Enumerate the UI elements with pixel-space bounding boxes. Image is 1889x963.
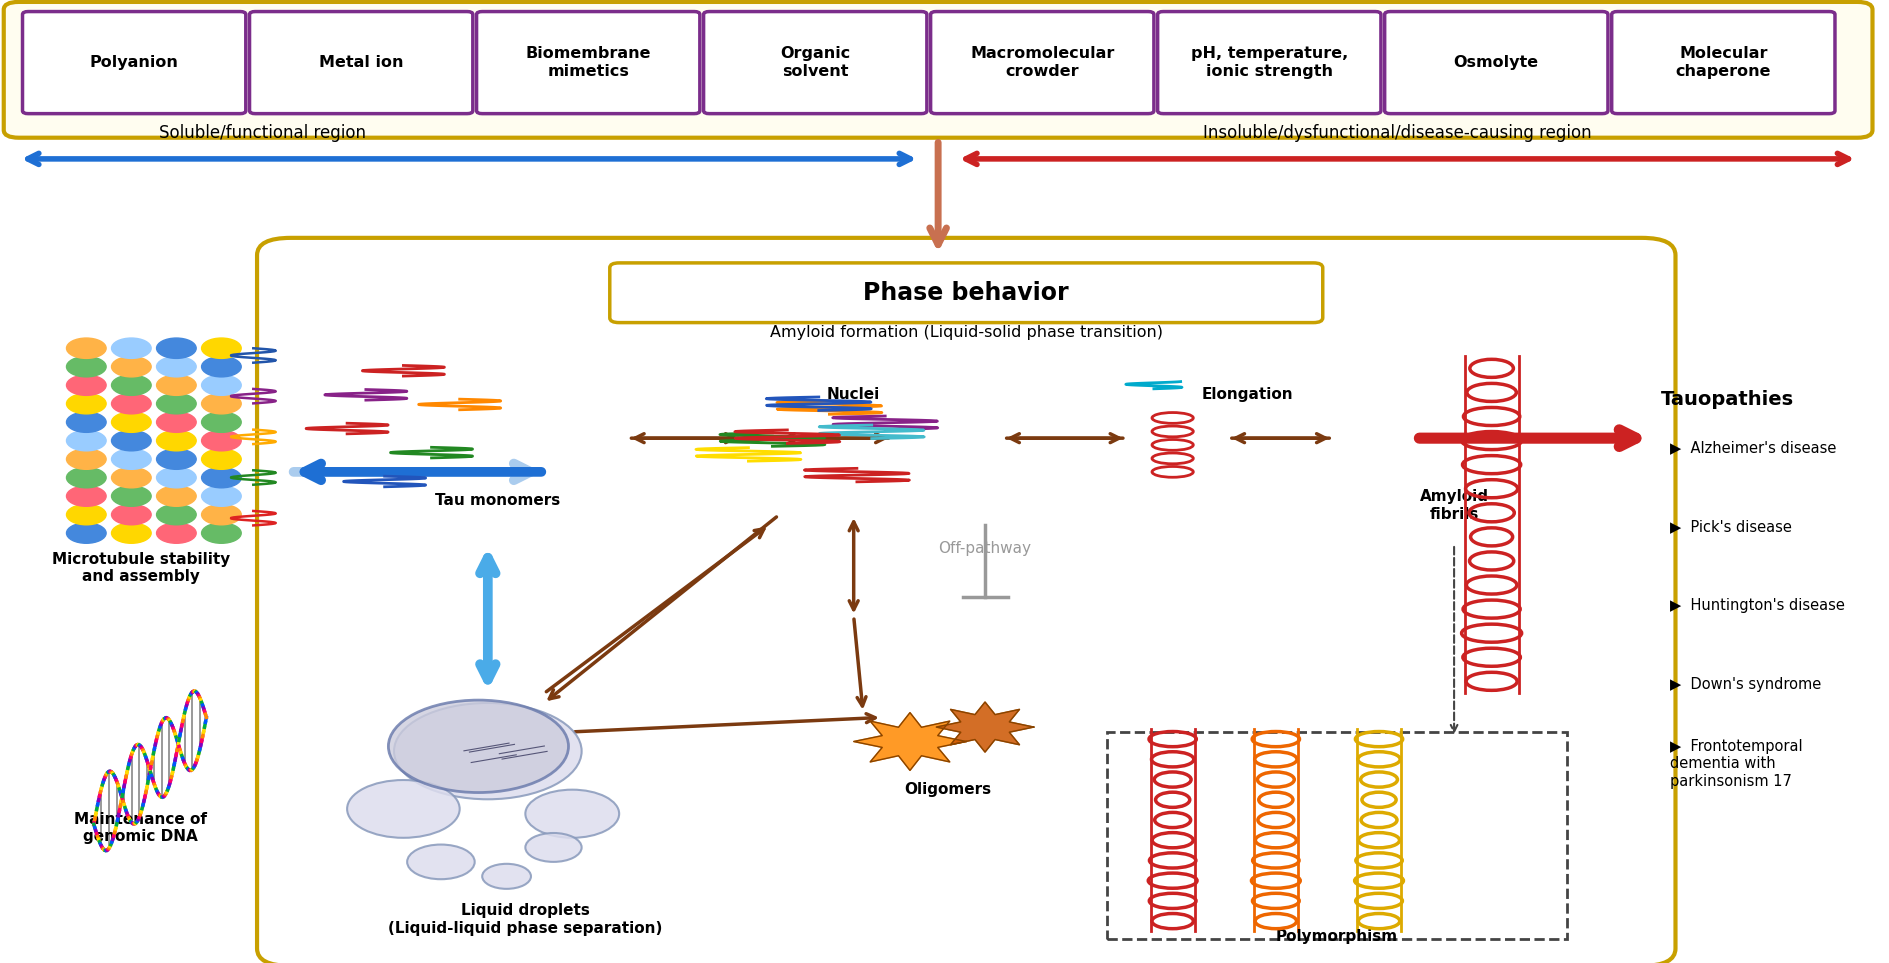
Text: ▶  Frontotemporal
dementia with
parkinsonism 17: ▶ Frontotemporal dementia with parkinson… — [1670, 739, 1802, 789]
Circle shape — [202, 338, 242, 358]
Circle shape — [202, 505, 242, 525]
Circle shape — [348, 780, 459, 838]
Circle shape — [66, 394, 106, 414]
Text: Biomembrane
mimetics: Biomembrane mimetics — [525, 46, 650, 79]
Circle shape — [66, 375, 106, 396]
Text: Phase behavior: Phase behavior — [863, 281, 1069, 304]
Circle shape — [157, 486, 196, 507]
Text: Molecular
chaperone: Molecular chaperone — [1676, 46, 1770, 79]
Circle shape — [157, 467, 196, 488]
Circle shape — [66, 486, 106, 507]
FancyBboxPatch shape — [610, 263, 1322, 323]
Text: ▶  Huntington's disease: ▶ Huntington's disease — [1670, 598, 1844, 613]
Text: ▶  Pick's disease: ▶ Pick's disease — [1670, 519, 1791, 534]
Circle shape — [202, 486, 242, 507]
Circle shape — [406, 845, 474, 879]
Text: Metal ion: Metal ion — [319, 55, 402, 70]
Circle shape — [111, 375, 151, 396]
FancyBboxPatch shape — [703, 12, 926, 114]
Text: Polyanion: Polyanion — [89, 55, 178, 70]
FancyBboxPatch shape — [4, 2, 1872, 138]
Text: ▶  Alzheimer's disease: ▶ Alzheimer's disease — [1670, 440, 1836, 455]
Circle shape — [157, 412, 196, 432]
FancyBboxPatch shape — [1385, 12, 1608, 114]
Circle shape — [111, 449, 151, 469]
Text: Insoluble/dysfunctional/disease-causing region: Insoluble/dysfunctional/disease-causing … — [1203, 123, 1591, 142]
Circle shape — [157, 523, 196, 543]
Circle shape — [157, 338, 196, 358]
Circle shape — [202, 394, 242, 414]
Text: ▶  Down's syndrome: ▶ Down's syndrome — [1670, 677, 1821, 692]
Circle shape — [387, 700, 569, 793]
Circle shape — [66, 505, 106, 525]
Text: Oligomers: Oligomers — [903, 782, 990, 797]
Circle shape — [157, 449, 196, 469]
Circle shape — [111, 430, 151, 451]
Circle shape — [525, 790, 620, 838]
Circle shape — [157, 394, 196, 414]
Circle shape — [202, 375, 242, 396]
FancyBboxPatch shape — [1611, 12, 1834, 114]
Circle shape — [202, 430, 242, 451]
Circle shape — [157, 375, 196, 396]
Text: Liquid droplets
(Liquid-liquid phase separation): Liquid droplets (Liquid-liquid phase sep… — [387, 903, 663, 936]
Polygon shape — [854, 713, 965, 770]
Circle shape — [202, 412, 242, 432]
Text: Microtubule stability
and assembly: Microtubule stability and assembly — [51, 552, 230, 585]
FancyBboxPatch shape — [929, 12, 1154, 114]
Circle shape — [111, 486, 151, 507]
Bar — [1107, 732, 1566, 939]
Circle shape — [157, 505, 196, 525]
Text: Soluble/functional region: Soluble/functional region — [159, 123, 366, 142]
Text: Tau monomers: Tau monomers — [434, 493, 559, 508]
FancyBboxPatch shape — [1158, 12, 1381, 114]
FancyBboxPatch shape — [476, 12, 699, 114]
Circle shape — [111, 338, 151, 358]
Circle shape — [202, 449, 242, 469]
Text: Macromolecular
crowder: Macromolecular crowder — [969, 46, 1115, 79]
Circle shape — [157, 356, 196, 377]
Circle shape — [66, 467, 106, 488]
Text: Elongation: Elongation — [1201, 387, 1292, 403]
Circle shape — [66, 430, 106, 451]
Circle shape — [111, 394, 151, 414]
Text: Nuclei: Nuclei — [827, 387, 880, 403]
Circle shape — [66, 412, 106, 432]
Circle shape — [111, 356, 151, 377]
FancyBboxPatch shape — [23, 12, 246, 114]
Text: Tauopathies: Tauopathies — [1660, 390, 1793, 409]
Text: Osmolyte: Osmolyte — [1453, 55, 1538, 70]
Text: Amyloid formation (Liquid-solid phase transition): Amyloid formation (Liquid-solid phase tr… — [769, 325, 1162, 340]
Text: Amyloid
fibrils: Amyloid fibrils — [1419, 489, 1489, 522]
Circle shape — [482, 864, 531, 889]
FancyBboxPatch shape — [249, 12, 472, 114]
Circle shape — [202, 467, 242, 488]
Circle shape — [202, 523, 242, 543]
Polygon shape — [935, 702, 1033, 752]
Circle shape — [111, 412, 151, 432]
Circle shape — [157, 430, 196, 451]
Circle shape — [202, 356, 242, 377]
Text: pH, temperature,
ionic strength: pH, temperature, ionic strength — [1190, 46, 1347, 79]
Circle shape — [66, 523, 106, 543]
Circle shape — [393, 703, 582, 799]
Text: Polymorphism: Polymorphism — [1275, 929, 1398, 945]
Circle shape — [111, 523, 151, 543]
Circle shape — [66, 338, 106, 358]
Text: Organic
solvent: Organic solvent — [780, 46, 850, 79]
FancyBboxPatch shape — [257, 238, 1676, 963]
Text: Maintenance of
genomic DNA: Maintenance of genomic DNA — [74, 812, 208, 845]
Circle shape — [111, 505, 151, 525]
Circle shape — [66, 356, 106, 377]
Circle shape — [525, 833, 582, 862]
Circle shape — [66, 449, 106, 469]
Text: Off-pathway: Off-pathway — [939, 541, 1031, 557]
Circle shape — [111, 467, 151, 488]
